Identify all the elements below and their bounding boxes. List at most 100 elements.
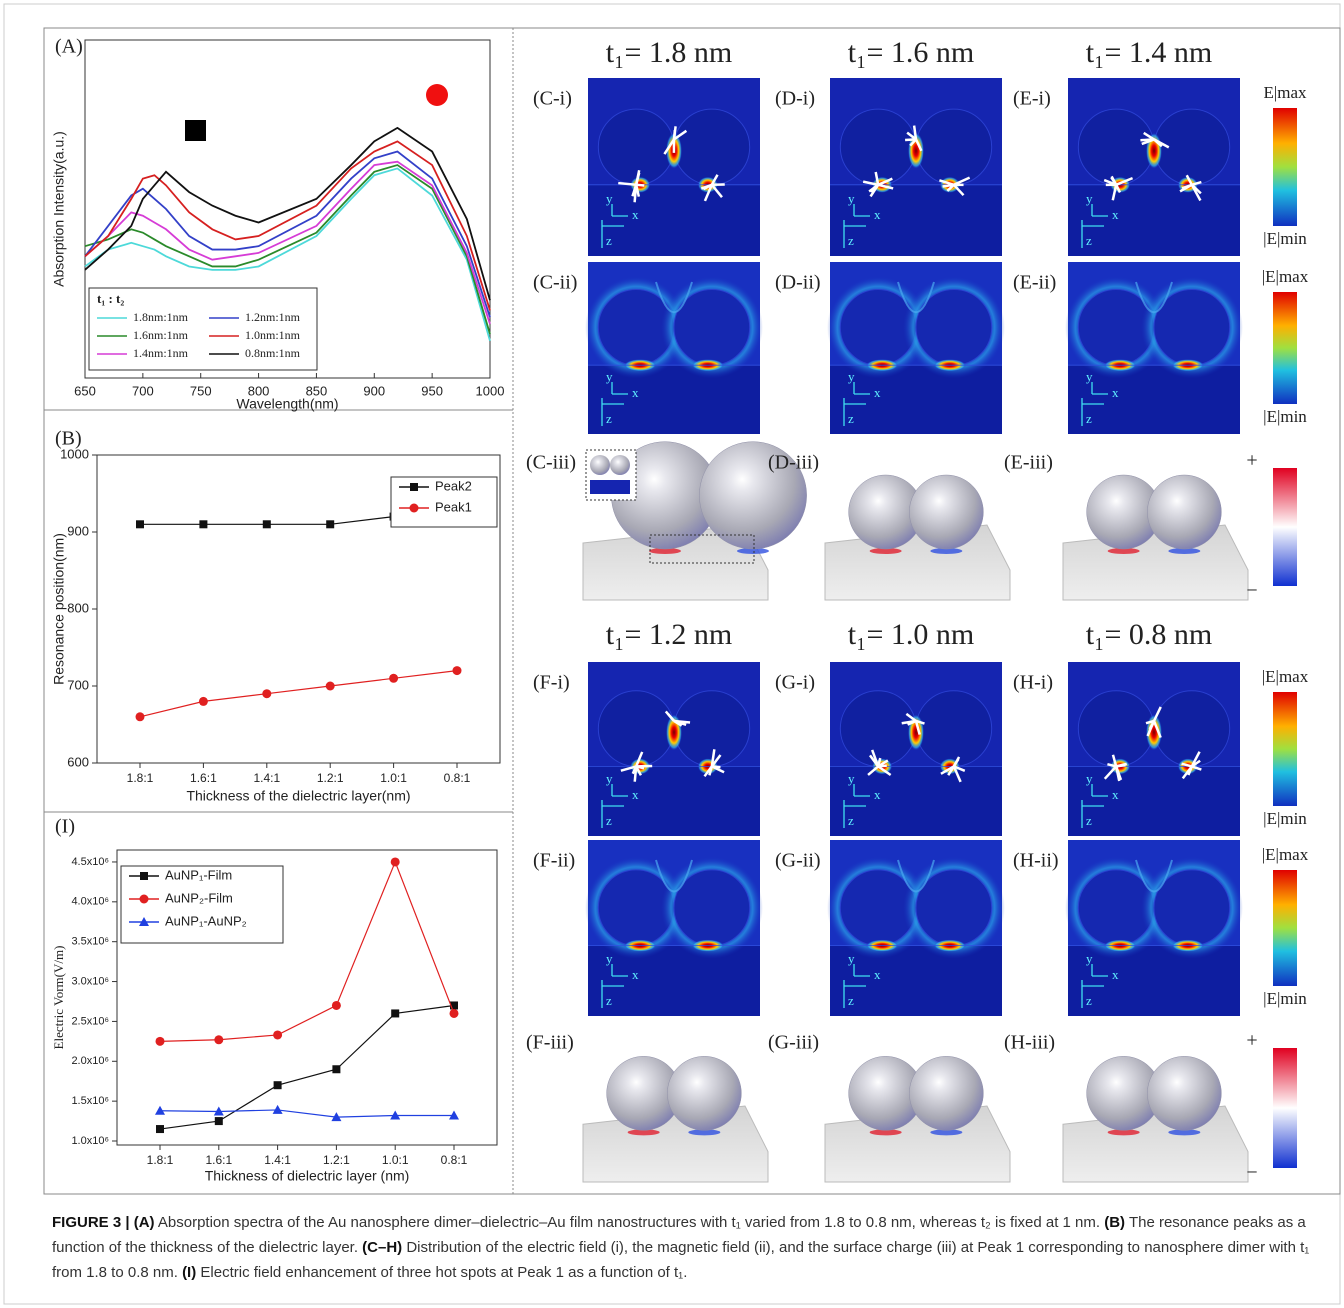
axis-letter: y <box>1086 771 1093 786</box>
colorbar <box>1273 692 1297 806</box>
axis-letter: z <box>1086 233 1092 248</box>
y-axis-label: Resonance position(nm) <box>51 533 67 685</box>
marker <box>263 520 271 528</box>
axis-letter: y <box>606 369 613 384</box>
axis-letter: y <box>1086 951 1093 966</box>
chart: (B)Thickness of the dielectric layer(nm)… <box>51 428 500 804</box>
colorbar <box>1273 468 1297 586</box>
panel-label: (A) <box>55 36 83 58</box>
sphere-outline <box>674 691 750 767</box>
sim-image: (H-iii) <box>1004 1032 1248 1182</box>
sphere-outline <box>840 691 916 767</box>
marker <box>156 1037 165 1046</box>
axis-letter: y <box>606 951 613 966</box>
sphere <box>1147 475 1221 549</box>
panel-label: (H-ii) <box>1013 850 1059 872</box>
axis-letter: y <box>848 369 855 384</box>
marker <box>262 689 271 698</box>
panel-label: (C-i) <box>533 88 572 110</box>
sim-image: (G-iii) <box>768 1032 1010 1182</box>
sphere-outline <box>1078 691 1154 767</box>
sphere-outline <box>674 870 750 946</box>
panel-label: (E-ii) <box>1013 272 1056 294</box>
x-axis-label: Thickness of the dielectric layer(nm) <box>186 788 410 804</box>
panel-title: t₁= 1.2 nm <box>606 618 733 651</box>
legend-label: 1.8nm:1nm <box>133 310 189 324</box>
y-tick-label: 3.0x10⁶ <box>71 975 109 987</box>
y-tick-label: 2.0x10⁶ <box>71 1055 109 1067</box>
x-tick-label: 750 <box>190 383 212 398</box>
axis-letter: z <box>848 233 854 248</box>
sim-image: (D-ii)xyz <box>775 262 1005 434</box>
x-tick-label: 1000 <box>476 383 505 398</box>
x-tick-label: 800 <box>248 383 270 398</box>
field-arrow <box>635 185 637 202</box>
axis-letter: x <box>1112 207 1119 222</box>
figure-label: FIGURE 3 | <box>52 1214 130 1231</box>
axis-letter: y <box>606 191 613 206</box>
axis-letter: z <box>606 233 612 248</box>
axis-letter: y <box>1086 369 1093 384</box>
sim-image: (C-i) x y z <box>533 78 760 256</box>
substrate <box>588 185 760 256</box>
y-tick-label: 1.0x10⁶ <box>71 1135 109 1147</box>
axis-letter: y <box>848 191 855 206</box>
substrate <box>1068 946 1240 1016</box>
x-axis-label: Thickness of dielectric layer (nm) <box>205 1168 410 1184</box>
sphere-outline <box>916 109 992 185</box>
legend-label: AuNP₁-AuNP₂ <box>165 913 247 928</box>
marker <box>326 520 334 528</box>
panel-title: t₁= 0.8 nm <box>1086 618 1213 651</box>
panel-label: (I) <box>55 816 75 838</box>
colorbar-top: |E|max <box>1262 667 1309 686</box>
axis-letter: x <box>632 207 639 222</box>
axis-letter: y <box>848 771 855 786</box>
colorbar-top: + <box>1246 450 1257 472</box>
x-tick-label: 1.8:1 <box>127 771 154 785</box>
marker <box>199 697 208 706</box>
sim-image: (F-i)xyz <box>533 662 760 836</box>
axis-letter: y <box>848 951 855 966</box>
colorbar-bottom: |E|min <box>1263 407 1307 426</box>
panel-label: (E-iii) <box>1004 452 1053 474</box>
panel-label: (G-i) <box>775 672 815 694</box>
marker <box>274 1081 282 1089</box>
sphere-outline <box>1154 870 1230 946</box>
sphere <box>909 475 983 549</box>
axis-letter: z <box>848 993 854 1008</box>
legend-label: AuNP₂-Film <box>165 890 233 905</box>
charts: (A)Wavelength(nm)Absorption Intensity(a.… <box>51 36 505 1184</box>
field-arrow <box>674 721 690 722</box>
y-tick-label: 4.0x10⁶ <box>71 896 109 908</box>
sim-image: (D-iii) <box>768 452 1010 600</box>
marker <box>450 1009 459 1018</box>
caption-text: Absorption spectra of the Au nanosphere … <box>155 1214 1105 1231</box>
substrate <box>830 185 1002 256</box>
page: {"chart_data":[ {"type":"line","panel_la… <box>0 0 1344 1308</box>
colorbar-bottom: − <box>1246 580 1257 602</box>
slab <box>825 525 1010 600</box>
series-line <box>160 1110 454 1117</box>
y-axis-label: Absorption Intensity(a.u.) <box>51 131 67 287</box>
panel-label: (H-iii) <box>1004 1032 1055 1054</box>
colorbar-bottom: − <box>1246 1162 1257 1184</box>
y-tick-label: 600 <box>67 754 89 769</box>
legend-label: 0.8nm:1nm <box>245 346 301 360</box>
substrate <box>588 766 760 836</box>
marker <box>214 1035 223 1044</box>
sphere <box>1147 1056 1221 1130</box>
chart: (I)Thickness of dielectric layer (nm)Ele… <box>51 816 497 1184</box>
caption-text: (A) <box>134 1214 155 1231</box>
axis-letter: x <box>874 787 881 802</box>
sim-image: (G-i)xyz <box>775 662 1002 836</box>
axis-letter: x <box>1112 385 1119 400</box>
sphere-outline <box>1154 109 1230 185</box>
square-symbol <box>185 120 206 141</box>
axis-letter: y <box>606 771 613 786</box>
sim-image: (H-ii)xyz <box>1013 840 1243 1016</box>
series-line <box>160 1005 454 1129</box>
sphere-outline <box>916 691 992 767</box>
substrate <box>588 946 760 1016</box>
legend-label: 1.2nm:1nm <box>245 310 301 324</box>
sphere <box>610 455 630 475</box>
